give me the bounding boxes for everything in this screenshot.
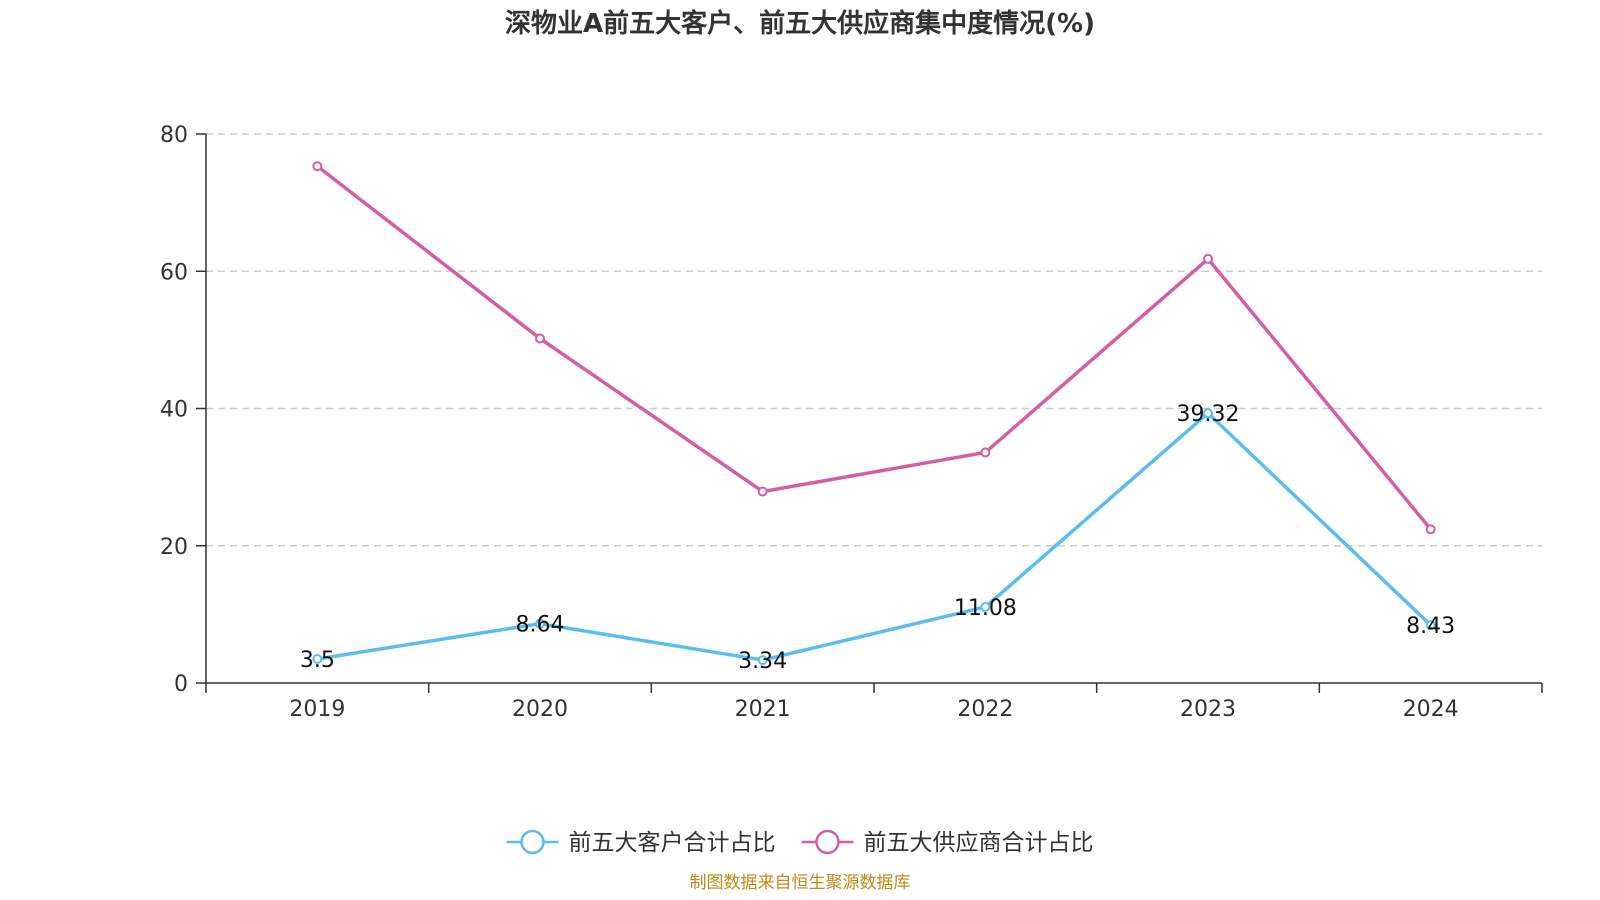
x-tick-label: 2022	[957, 697, 1013, 722]
data-point	[980, 601, 991, 612]
legend-label: 前五大客户合计占比	[569, 830, 776, 856]
data-label: 39.32	[1177, 402, 1240, 427]
data-label: 8.64	[516, 613, 565, 638]
axes: 0 20 40 60 80 2019 2020 2021 2022 2023 2024	[160, 123, 1543, 722]
x-tick-label: 2023	[1180, 697, 1236, 722]
x-tick-label: 2020	[512, 697, 568, 722]
data-point	[312, 161, 323, 172]
data-point	[535, 333, 545, 344]
data-point	[312, 653, 323, 664]
legend-marker-icon	[815, 829, 840, 855]
legend-marker-icon	[520, 829, 545, 855]
grid-lines	[206, 133, 1542, 547]
y-tick-label: 0	[174, 672, 188, 697]
y-tick-label: 80	[160, 123, 188, 148]
data-point	[1203, 253, 1213, 264]
data-point	[757, 655, 768, 666]
data-point	[535, 618, 545, 629]
series-line-1	[317, 411, 1432, 662]
chart-title: 深物业A前五大客户、前五大供应商集中度情况(%)	[505, 8, 1095, 39]
x-tick-label: 2019	[289, 697, 345, 722]
y-tick-label: 60	[160, 260, 188, 285]
data-label: 11.08	[954, 596, 1017, 621]
data-point	[980, 447, 991, 458]
data-point	[1425, 620, 1436, 631]
series-lines	[312, 161, 1436, 666]
data-point	[1425, 524, 1436, 535]
data-point	[757, 486, 768, 497]
series-line-2	[316, 164, 1433, 531]
y-tick-label: 20	[160, 535, 188, 560]
data-labels: 3.5 8.64 3.34 11.08 39.32 8.43	[300, 402, 1455, 674]
y-tick-label: 40	[160, 398, 188, 423]
legend-label: 前五大供应商合计占比	[864, 830, 1094, 856]
source-note: 制图数据来自恒生聚源数据库	[690, 873, 911, 893]
data-label: 8.43	[1406, 614, 1455, 639]
data-point	[1203, 408, 1213, 419]
legend: 前五大客户合计占比 前五大供应商合计占比	[506, 829, 1094, 856]
data-label: 3.5	[300, 648, 335, 673]
data-label: 3.34	[738, 649, 787, 674]
x-tick-label: 2024	[1403, 697, 1459, 722]
x-tick-label: 2021	[735, 697, 791, 722]
